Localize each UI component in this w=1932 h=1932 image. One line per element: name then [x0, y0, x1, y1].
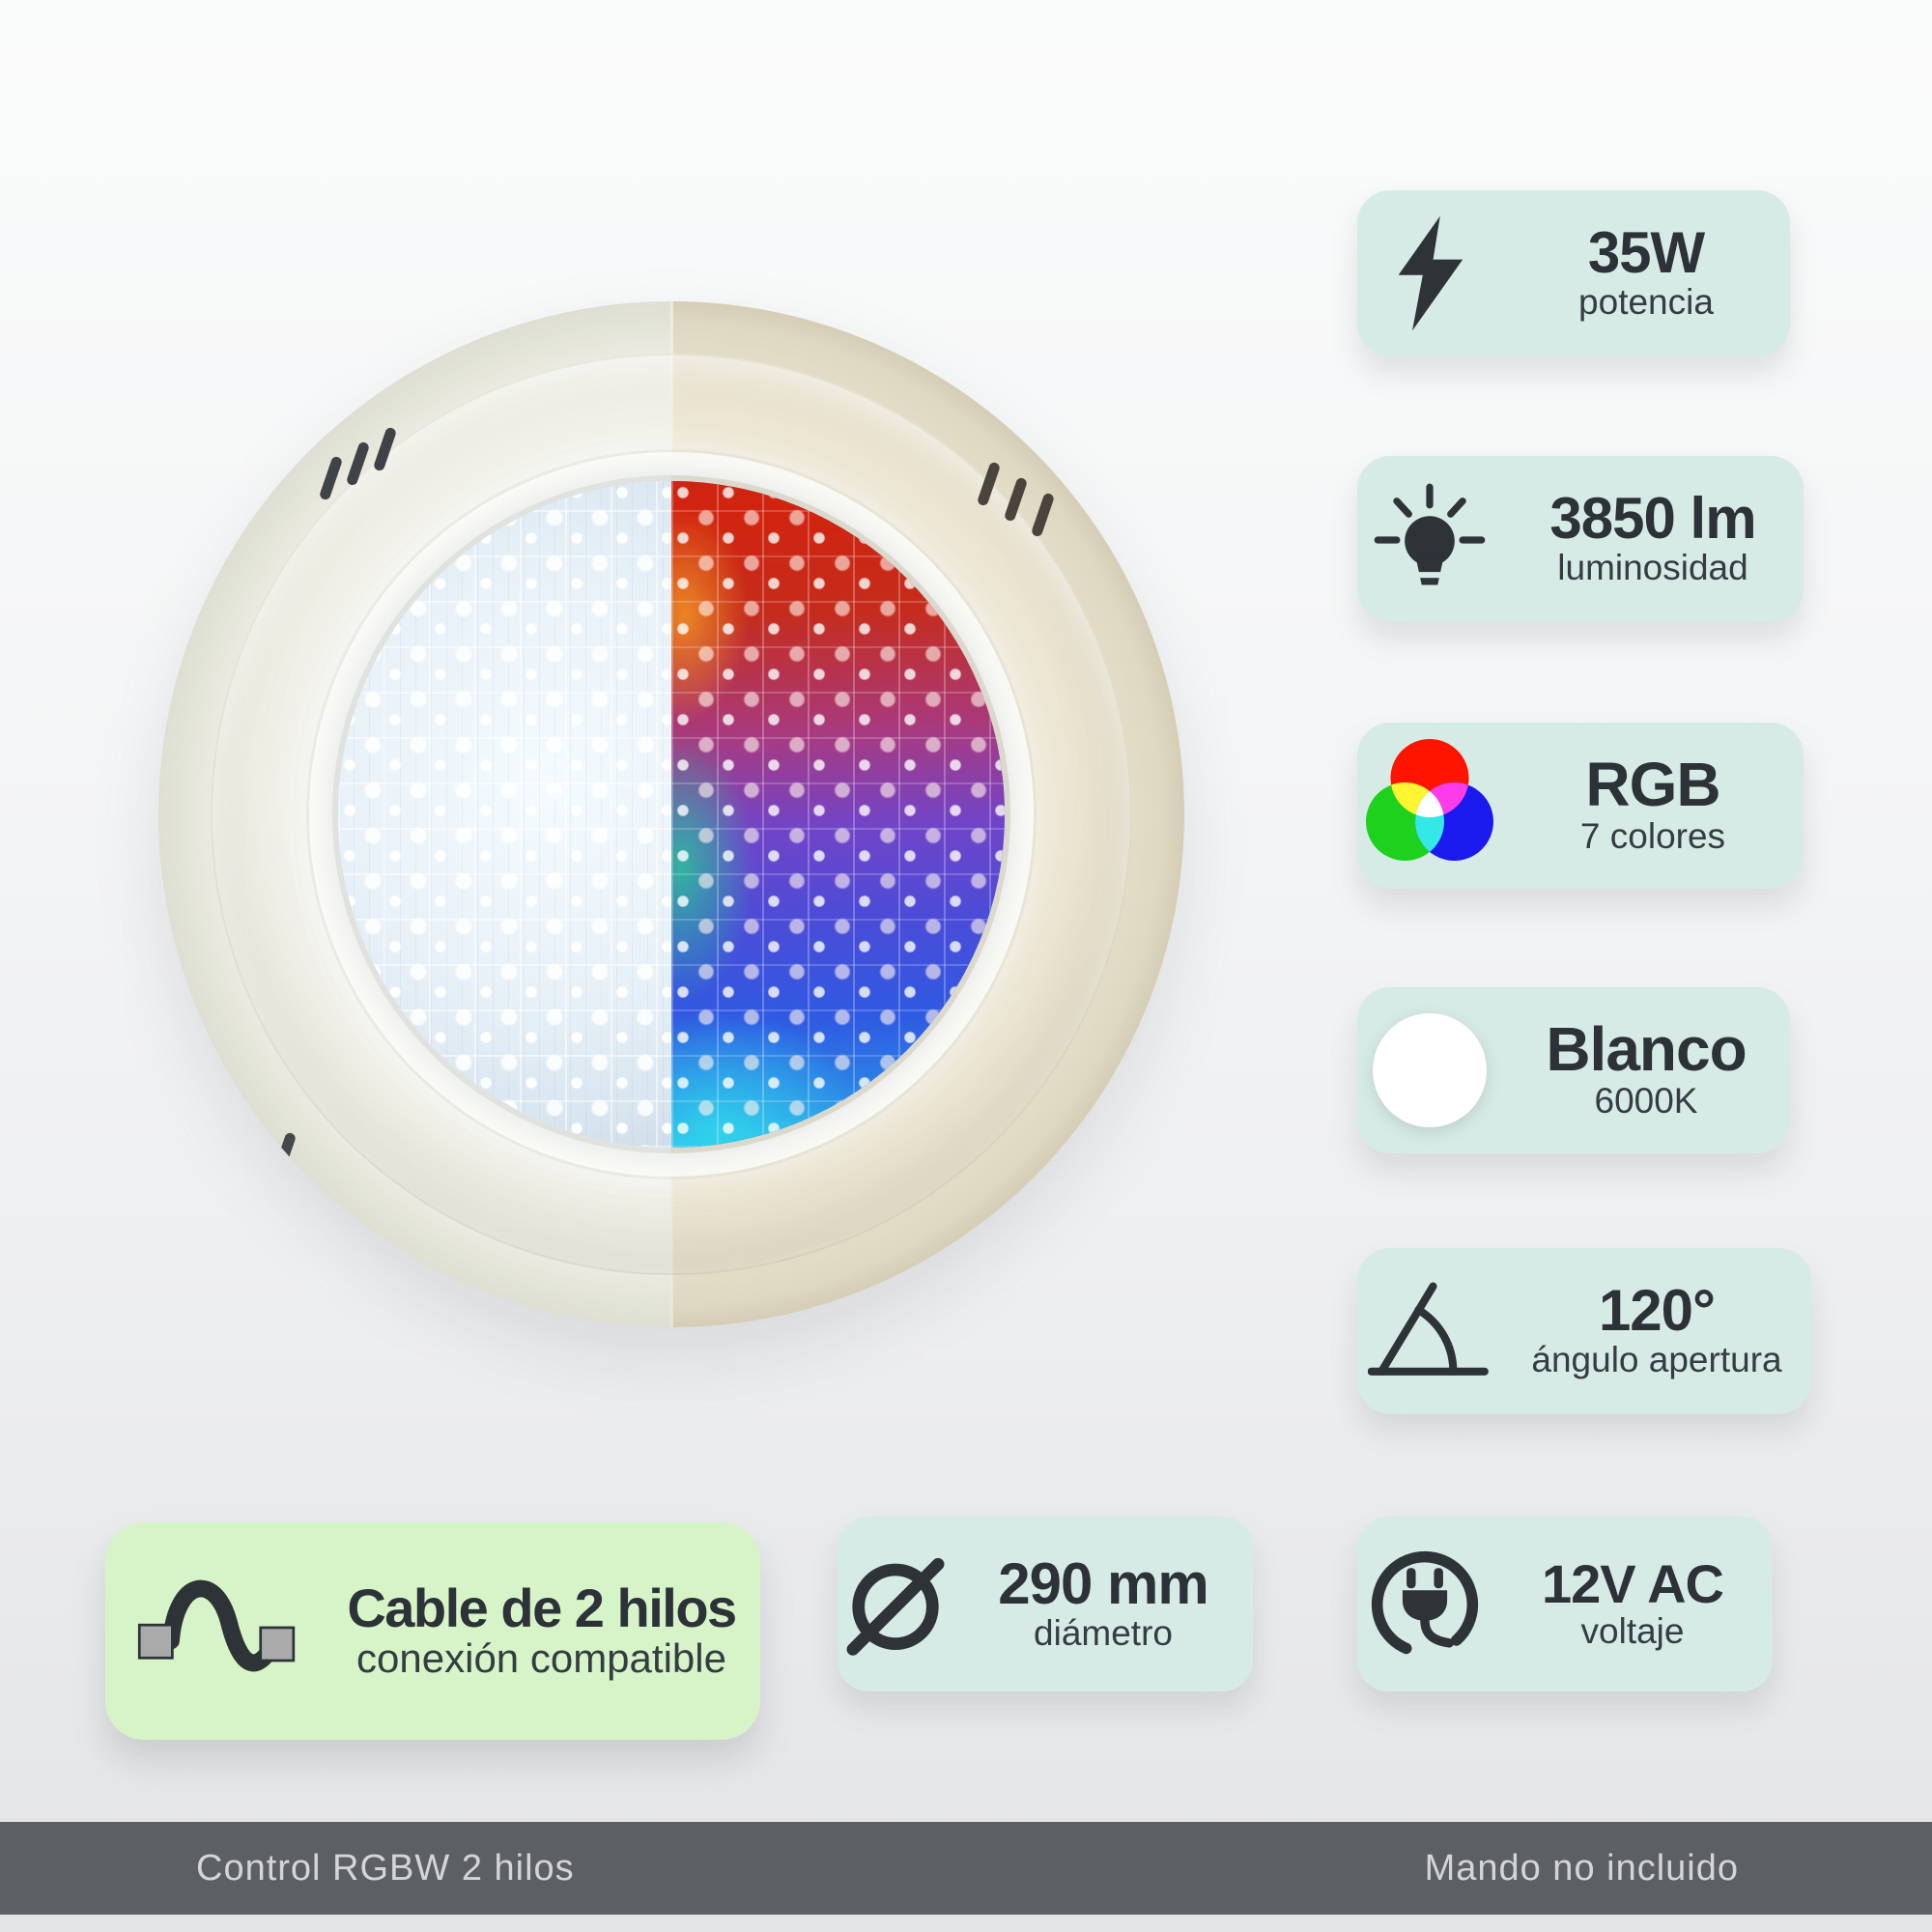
- vent-slits-top-left: [318, 426, 403, 520]
- feature-voltage-value: 12V AC: [1541, 1552, 1724, 1614]
- spec-angle-label: ángulo apertura: [1531, 1340, 1782, 1380]
- feature-diameter-label: diámetro: [1034, 1612, 1173, 1653]
- lightning-icon: [1357, 213, 1502, 334]
- footer-bar: Control RGBW 2 hilos Mando no incluido: [0, 1822, 1932, 1915]
- footer-strip: [0, 1915, 1932, 1932]
- cable-icon: [105, 1559, 323, 1704]
- vent-slits-top-right: [976, 461, 1061, 554]
- bulb-icon: [1357, 479, 1502, 599]
- feature-diameter-value: 290 mm: [998, 1550, 1208, 1616]
- spec-power-value: 35W: [1587, 220, 1705, 286]
- feature-badge-diameter: 290 mm diámetro: [838, 1517, 1253, 1691]
- spec-rgb-label: 7 colores: [1579, 816, 1726, 857]
- lens-rgb-led-half: [671, 481, 1005, 1148]
- vent-slits-bottom-right: [994, 1185, 1080, 1279]
- spec-badge-lumens: 3850 lm luminosidad: [1357, 456, 1804, 622]
- spec-lumens-label: luminosidad: [1557, 548, 1748, 588]
- spec-badge-rgb: RGB 7 colores: [1357, 723, 1804, 889]
- spec-angle-value: 120°: [1598, 1278, 1716, 1344]
- spec-lumens-value: 3850 lm: [1549, 486, 1756, 552]
- spec-power-label: potencia: [1578, 282, 1714, 323]
- vent-slits-bottom-left: [217, 1131, 302, 1225]
- diameter-icon: [838, 1548, 953, 1661]
- spec-rgb-value: RGB: [1585, 750, 1720, 820]
- spec-badge-power: 35W potencia: [1357, 190, 1790, 356]
- rgb-circles-icon: [1357, 733, 1502, 878]
- spec-badge-angle: 120° ángulo apertura: [1357, 1248, 1811, 1414]
- angle-icon: [1357, 1275, 1502, 1387]
- feature-cable-label: conexión compatible: [356, 1634, 726, 1681]
- lens-white-led-half: [338, 481, 671, 1148]
- feature-badge-cable: Cable de 2 hilos conexión compatible: [105, 1522, 760, 1740]
- spec-badge-white: Blanco 6000K: [1357, 987, 1790, 1153]
- white-circle-icon: [1357, 1013, 1502, 1127]
- feature-cable-value: Cable de 2 hilos: [347, 1577, 737, 1638]
- feature-badge-voltage: 12V AC voltaje: [1357, 1517, 1773, 1691]
- feature-voltage-label: voltaje: [1580, 1610, 1685, 1651]
- lamp-lens: [338, 481, 1005, 1148]
- pool-light-image: [158, 301, 1184, 1327]
- plug-icon: [1357, 1544, 1492, 1665]
- spec-white-value: Blanco: [1546, 1014, 1747, 1085]
- footer-right-text: Mando no incluido: [1424, 1847, 1739, 1889]
- spec-white-label: 6000K: [1594, 1081, 1698, 1122]
- footer-left-text: Control RGBW 2 hilos: [196, 1847, 575, 1889]
